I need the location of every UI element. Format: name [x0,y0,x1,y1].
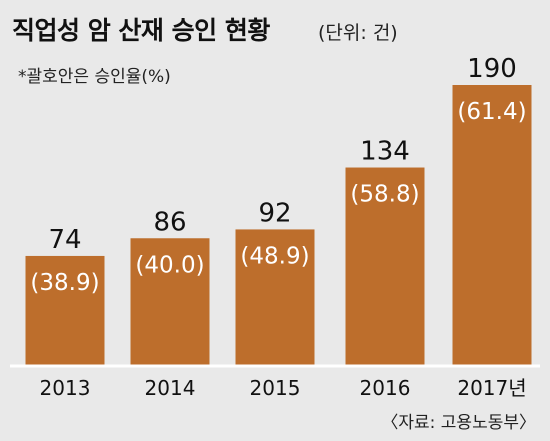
chart-title: 직업성 암 산재 승인 현황 [12,16,270,45]
bar-2017년 [452,85,532,365]
tick-label-2015: 2015 [250,376,301,400]
tick-label-2013: 2013 [40,376,91,400]
chart-note: *괄호안은 승인율(%) [18,67,171,87]
tick-label-2014: 2014 [145,376,196,400]
bars: 74 (38.9) 86 (40.0) 92 (48.9) 134 (58.8) 190 (61.… [25,54,532,365]
value-label-2013: 74 [48,225,81,255]
bar-2016 [345,167,425,365]
bar-2013 [25,255,105,365]
rate-label-2013: (38.9) [30,270,99,296]
bar-2014 [130,238,210,365]
rate-label-2016: (58.8) [350,182,419,208]
rate-label-2015: (48.9) [240,243,309,269]
rate-label-2017년: (61.4) [457,99,526,125]
rate-label-2014: (40.0) [135,252,204,278]
value-label-2016: 134 [360,137,410,167]
tick-label-2016: 2016 [360,376,411,400]
tick-label-2017년: 2017년 [457,376,526,400]
value-label-2015: 92 [258,198,291,228]
x-ticks: 2013 2014 2015 2016 2017년 [40,376,527,400]
chart-unit: (단위: 건) [318,22,398,44]
bar-2015 [235,229,315,365]
value-label-2014: 86 [153,207,186,237]
source-label: 〈자료: 고용노동부〉 [381,413,536,433]
value-label-2017년: 190 [467,54,517,84]
